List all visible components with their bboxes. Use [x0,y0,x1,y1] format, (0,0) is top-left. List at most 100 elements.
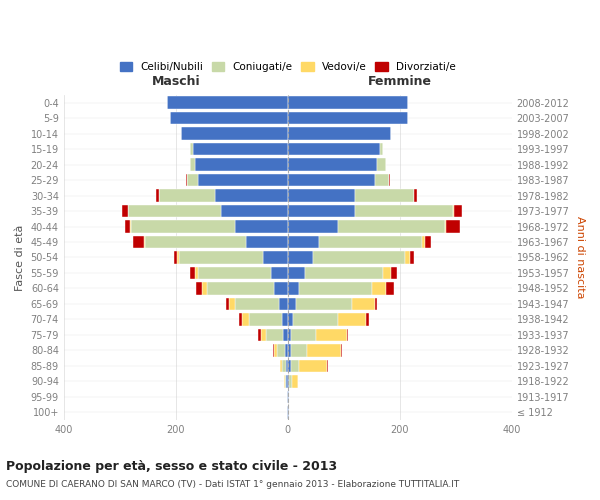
Text: Maschi: Maschi [151,76,200,88]
Bar [288,360,290,372]
Bar [288,143,380,156]
Bar [248,314,282,326]
Bar [341,344,342,356]
Bar [288,190,355,202]
Bar [355,205,453,217]
Bar [133,236,144,248]
Bar [406,252,410,264]
Bar [235,298,280,310]
Bar [366,314,369,326]
Bar [288,236,319,248]
Bar [215,190,288,202]
Bar [198,267,271,279]
Bar [286,360,288,372]
Bar [271,267,288,279]
Bar [299,282,372,294]
Bar [290,328,316,341]
Bar [285,344,288,356]
Bar [286,375,288,388]
Bar [338,314,366,326]
Bar [122,205,128,217]
Bar [288,298,296,310]
Bar [288,390,289,403]
Bar [288,328,290,341]
Bar [288,282,299,294]
Bar [206,282,274,294]
Bar [299,360,327,372]
Bar [221,205,288,217]
Bar [144,236,145,248]
Bar [288,128,391,140]
Bar [316,328,347,341]
Bar [187,174,198,186]
Bar [290,344,307,356]
Bar [177,252,179,264]
Bar [386,282,394,294]
Bar [391,267,397,279]
Bar [410,252,414,264]
Legend: Celibi/Nubili, Coniugati/e, Vedovi/e, Divorziati/e: Celibi/Nubili, Coniugati/e, Vedovi/e, Di… [116,58,460,76]
Bar [319,236,422,248]
Bar [263,252,288,264]
Bar [287,406,288,418]
Bar [288,220,338,232]
Bar [202,282,206,294]
Bar [181,128,288,140]
Bar [186,174,187,186]
Bar [288,314,293,326]
Bar [288,158,377,170]
Bar [226,298,229,310]
Bar [235,220,288,232]
Text: COMUNE DI CAERANO DI SAN MARCO (TV) - Dati ISTAT 1° gennaio 2013 - Elaborazione : COMUNE DI CAERANO DI SAN MARCO (TV) - Da… [6,480,459,489]
Bar [274,282,288,294]
Bar [280,360,282,372]
Bar [246,236,288,248]
Bar [445,220,446,232]
Bar [287,390,288,403]
Bar [190,143,193,156]
Bar [288,205,355,217]
Bar [280,298,288,310]
Bar [198,174,288,186]
Bar [196,158,288,170]
Bar [453,205,454,217]
Bar [454,205,463,217]
Bar [174,252,177,264]
Bar [288,96,408,109]
Bar [272,344,274,356]
Bar [338,220,445,232]
Bar [193,143,288,156]
Bar [352,298,374,310]
Bar [196,267,198,279]
Bar [261,328,266,341]
Bar [288,112,408,124]
Bar [293,314,338,326]
Bar [288,406,289,418]
Bar [283,328,288,341]
Bar [131,220,235,232]
Bar [125,220,130,232]
Bar [229,298,235,310]
Bar [277,344,285,356]
Bar [292,375,298,388]
Bar [179,252,263,264]
Bar [290,360,299,372]
Text: Popolazione per età, sesso e stato civile - 2013: Popolazione per età, sesso e stato civil… [6,460,337,473]
Bar [196,282,202,294]
Bar [266,328,283,341]
Bar [446,220,460,232]
Bar [190,158,196,170]
Bar [285,375,286,388]
Bar [156,190,159,202]
Bar [305,267,383,279]
Bar [288,267,305,279]
Bar [145,236,246,248]
Bar [274,344,277,356]
Bar [289,375,292,388]
Bar [167,96,288,109]
Bar [414,190,417,202]
Bar [170,112,288,124]
Bar [242,314,248,326]
Text: Femmine: Femmine [368,76,432,88]
Bar [307,344,341,356]
